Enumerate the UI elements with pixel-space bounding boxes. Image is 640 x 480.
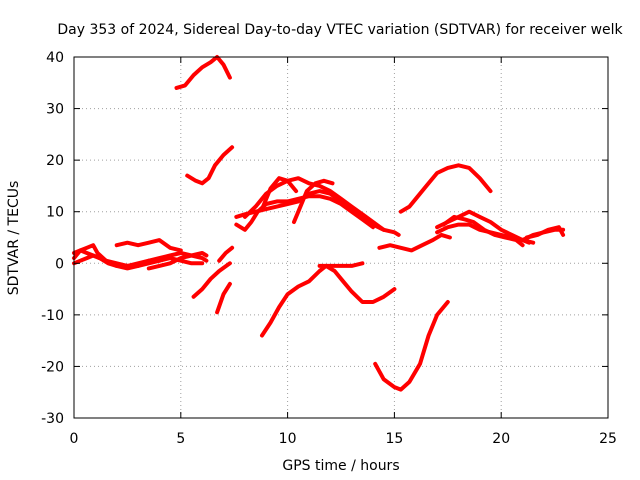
series-line-arc-10 bbox=[217, 245, 235, 263]
x-tick-label: 0 bbox=[70, 431, 79, 447]
chart-title: Day 353 of 2024, Sidereal Day-to-day VTE… bbox=[57, 22, 623, 38]
y-tick-label: 0 bbox=[55, 256, 64, 272]
series-line-arc-25 bbox=[524, 225, 566, 240]
x-tick-label: 10 bbox=[279, 431, 297, 447]
series-line-arc-15 bbox=[292, 178, 335, 224]
series-line-arc-18 bbox=[373, 300, 450, 392]
series-line-arc-16 bbox=[260, 263, 397, 338]
y-tick-label: -10 bbox=[41, 308, 64, 324]
series-line-arc-9 bbox=[215, 281, 232, 315]
series-line-arc-23 bbox=[435, 222, 536, 245]
series-line-arc-2 bbox=[72, 243, 209, 271]
x-axis-label: GPS time / hours bbox=[282, 458, 399, 474]
x-tick-label: 20 bbox=[492, 431, 510, 447]
x-tick-label: 5 bbox=[176, 431, 185, 447]
series-line-arc-3 bbox=[72, 253, 162, 268]
y-tick-label: 40 bbox=[46, 50, 64, 66]
axes-ticks: 0 5 10 15 20 25 -30 -20 -10 0 10 20 30 40 bbox=[41, 50, 617, 447]
y-tick-label: 10 bbox=[46, 205, 64, 221]
y-tick-label: 20 bbox=[46, 153, 64, 169]
series-line-arc-4 bbox=[114, 238, 183, 253]
series-layer bbox=[72, 55, 566, 392]
y-axis-label: SDTVAR / TECUs bbox=[6, 181, 22, 296]
plot-frame bbox=[73, 56, 609, 419]
series-line-arc-12 bbox=[234, 194, 375, 232]
series-line-arc-20 bbox=[377, 232, 452, 253]
x-tick-label: 15 bbox=[385, 431, 403, 447]
series-line-arc-8 bbox=[191, 261, 232, 299]
x-tick-label: 25 bbox=[599, 431, 617, 447]
series-line-arc-7 bbox=[185, 145, 235, 186]
y-tick-label: 30 bbox=[46, 102, 64, 118]
series-line-arc-17 bbox=[317, 261, 365, 268]
y-tick-label: -30 bbox=[41, 411, 64, 427]
series-line-arc-6 bbox=[174, 55, 232, 90]
series-line-arc-5 bbox=[146, 251, 209, 271]
series-line-arc-14 bbox=[260, 176, 299, 212]
y-tick-label: -20 bbox=[41, 359, 64, 375]
series-line-arc-19 bbox=[398, 163, 493, 214]
